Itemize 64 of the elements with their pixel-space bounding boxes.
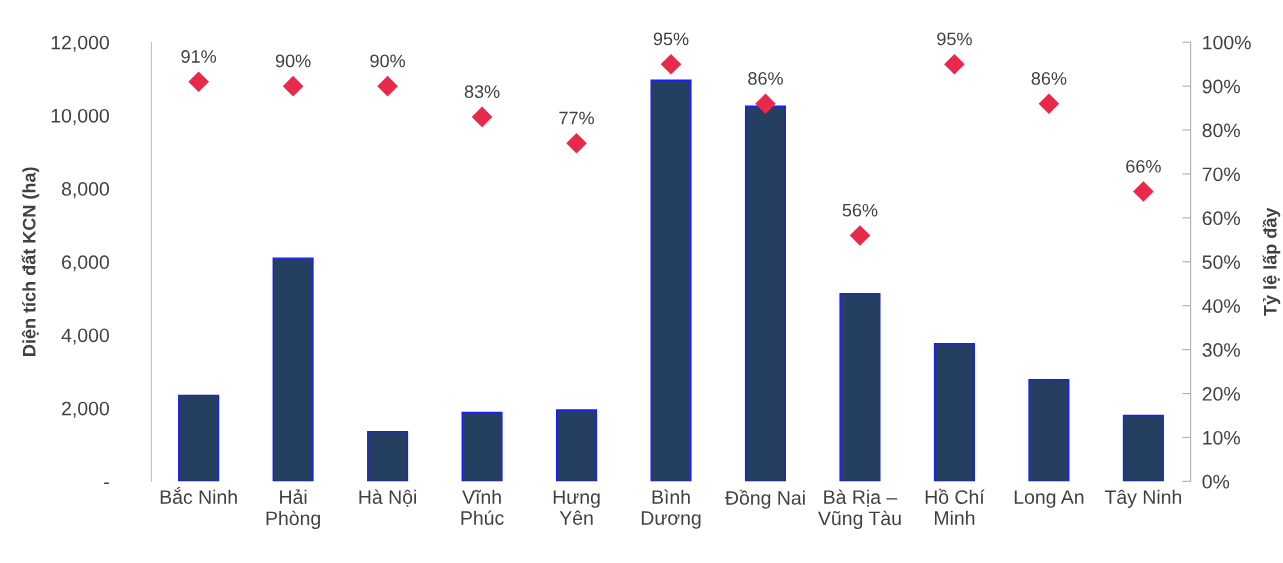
point (566, 132, 587, 154)
point (660, 53, 682, 75)
point (755, 93, 776, 114)
y2-tick-label: 100% (1203, 35, 1251, 50)
bar (461, 411, 503, 482)
x-tick-label: Bắc Ninh (160, 486, 237, 504)
y-tick-label: 8,000 (61, 182, 109, 199)
point (471, 106, 493, 128)
y2-tick-label: 30% (1202, 343, 1240, 357)
y-tick-label: 6,000 (62, 255, 109, 272)
data-label: 83% (464, 85, 500, 99)
data-label: 90% (370, 54, 406, 68)
point (1038, 93, 1060, 114)
data-label: 86% (1031, 72, 1067, 85)
x-tick-label: Hà Nội (359, 489, 416, 507)
bar (744, 105, 787, 482)
y-tick-label: 10,000 (51, 108, 109, 125)
point (1133, 181, 1154, 202)
y2-axis-title: Tỷ lệ lấp đầy (1262, 207, 1281, 316)
data-label: 91% (181, 50, 217, 63)
y2-tick-label: 60% (1202, 211, 1240, 226)
x-tick-label: Đồng Nai (725, 489, 805, 509)
x-tick-label: Tây Ninh (1104, 489, 1182, 508)
point (849, 225, 871, 246)
data-label: 66% (1126, 159, 1161, 173)
y-tick-label: 4,000 (61, 328, 109, 345)
y2-tick-label: 10% (1203, 430, 1240, 445)
data-label: 77% (559, 111, 594, 125)
y2-tick-label: 80% (1202, 123, 1240, 138)
y-tick-label: - (104, 482, 109, 485)
data-label: 90% (275, 54, 311, 68)
data-label: 95% (653, 32, 689, 46)
data-label: 86% (748, 72, 783, 85)
bar (933, 343, 975, 482)
point (188, 71, 209, 93)
y2-tick-label: 50% (1202, 255, 1240, 270)
y2-tick-label: 90% (1202, 79, 1240, 94)
bar (178, 394, 220, 482)
bar (367, 430, 409, 482)
y-axis-title: Diện tích đất KCN (ha) (21, 167, 40, 356)
x-tick-label: Bà Rịa – Vũng Tàu (818, 489, 901, 530)
point (377, 75, 398, 97)
bar (650, 79, 692, 482)
x-tick-label: Bình Dương (641, 489, 701, 529)
bar (1122, 414, 1164, 482)
y2-tick-label: 0% (1202, 474, 1230, 489)
data-label: 95% (937, 32, 972, 46)
x-tick-label: Vĩnh Phúc (461, 489, 504, 525)
bar (1028, 378, 1070, 482)
x-tick-label: Hải Phòng (266, 489, 320, 530)
y-tick-label: 2,000 (62, 401, 109, 418)
point (282, 75, 304, 97)
point (944, 53, 965, 75)
bar (839, 292, 881, 482)
x-tick-label: Hồ Chí Minh (925, 488, 985, 525)
bar (272, 257, 314, 482)
y2-tick-label: 40% (1202, 299, 1240, 313)
y2-tick-label: 20% (1202, 387, 1240, 401)
y-tick-label: 12,000 (51, 35, 109, 52)
x-tick-label: Long An (1014, 490, 1084, 508)
y2-tick-label: 70% (1202, 167, 1240, 182)
x-tick-label: Hưng Yên (553, 490, 600, 525)
data-label: 56% (842, 203, 878, 217)
bar (555, 409, 598, 482)
